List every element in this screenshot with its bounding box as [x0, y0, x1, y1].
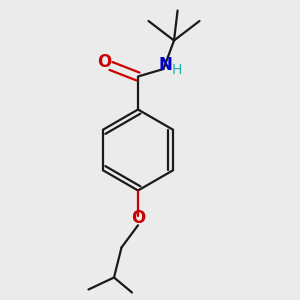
Text: O: O [97, 53, 112, 71]
Text: H: H [172, 64, 182, 77]
Text: O: O [131, 209, 145, 227]
Text: N: N [159, 56, 172, 74]
